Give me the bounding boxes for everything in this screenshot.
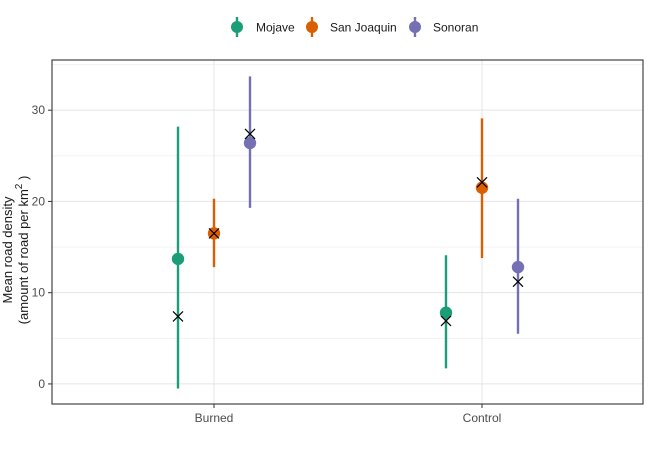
legend-key-marker-sonoran	[409, 21, 421, 33]
mean-point-san-joaquin-control	[475, 181, 489, 194]
series-san-joaquin	[207, 118, 489, 268]
legend-key-marker-mojave	[231, 21, 243, 33]
y-tick-label: 30	[32, 103, 46, 117]
legend-label-san-joaquin: San Joaquin	[330, 21, 397, 35]
legend-label-sonoran: Sonoran	[433, 21, 478, 35]
y-tick-label: 10	[32, 286, 46, 300]
panel-border	[51, 59, 644, 405]
y-axis-title-units: (amount of road per km	[16, 189, 31, 324]
legend-label-mojave: Mojave	[256, 21, 295, 35]
observed-marker-mojave-control	[440, 315, 452, 327]
x-tick-label-burned: Burned	[195, 411, 234, 425]
observed-marker-sonoran-control	[512, 276, 524, 288]
observed-marker-mojave-burned	[172, 310, 184, 322]
mean-point-mojave-burned	[171, 252, 185, 266]
y-axis-title-line1: Mean road density	[0, 196, 15, 303]
axes: 0 10 20 30 Burned Control	[32, 103, 502, 425]
y-axis-title-close: )	[16, 176, 31, 184]
mean-point-mojave-control	[439, 306, 453, 319]
series-sonoran	[243, 76, 525, 334]
y-axis-title: Mean road density (amount of road per km…	[0, 176, 31, 325]
legend-item-mojave: Mojave	[231, 17, 295, 37]
y-axis-title-superscript: 2	[14, 183, 25, 189]
y-axis-title-line2: (amount of road per km2 )	[14, 176, 31, 325]
data-marks	[171, 76, 525, 389]
x-tick-label-control: Control	[463, 411, 502, 425]
observed-marker-san-joaquin-burned	[208, 227, 220, 239]
y-tick-label: 20	[32, 194, 46, 208]
series-mojave	[171, 126, 453, 389]
y-tick-label: 0	[38, 377, 45, 391]
legend: Mojave San Joaquin Sonoran	[231, 17, 478, 37]
observed-marker-san-joaquin-control	[476, 176, 488, 188]
legend-item-sonoran: Sonoran	[409, 17, 478, 37]
legend-item-san-joaquin: San Joaquin	[306, 17, 397, 37]
mean-point-sonoran-control	[511, 260, 525, 274]
observed-marker-sonoran-burned	[244, 128, 256, 140]
mean-point-sonoran-burned	[243, 136, 257, 150]
legend-key-marker-san-joaquin	[306, 21, 318, 33]
